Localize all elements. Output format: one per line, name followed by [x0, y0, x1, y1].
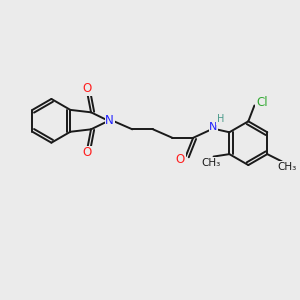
- Text: CH₃: CH₃: [277, 162, 296, 172]
- Text: N: N: [209, 122, 218, 132]
- Text: N: N: [105, 114, 114, 127]
- Text: CH₃: CH₃: [201, 158, 220, 168]
- Text: O: O: [83, 146, 92, 159]
- Text: H: H: [217, 114, 224, 124]
- Text: O: O: [176, 153, 185, 166]
- Text: O: O: [83, 82, 92, 95]
- Text: Cl: Cl: [256, 96, 268, 109]
